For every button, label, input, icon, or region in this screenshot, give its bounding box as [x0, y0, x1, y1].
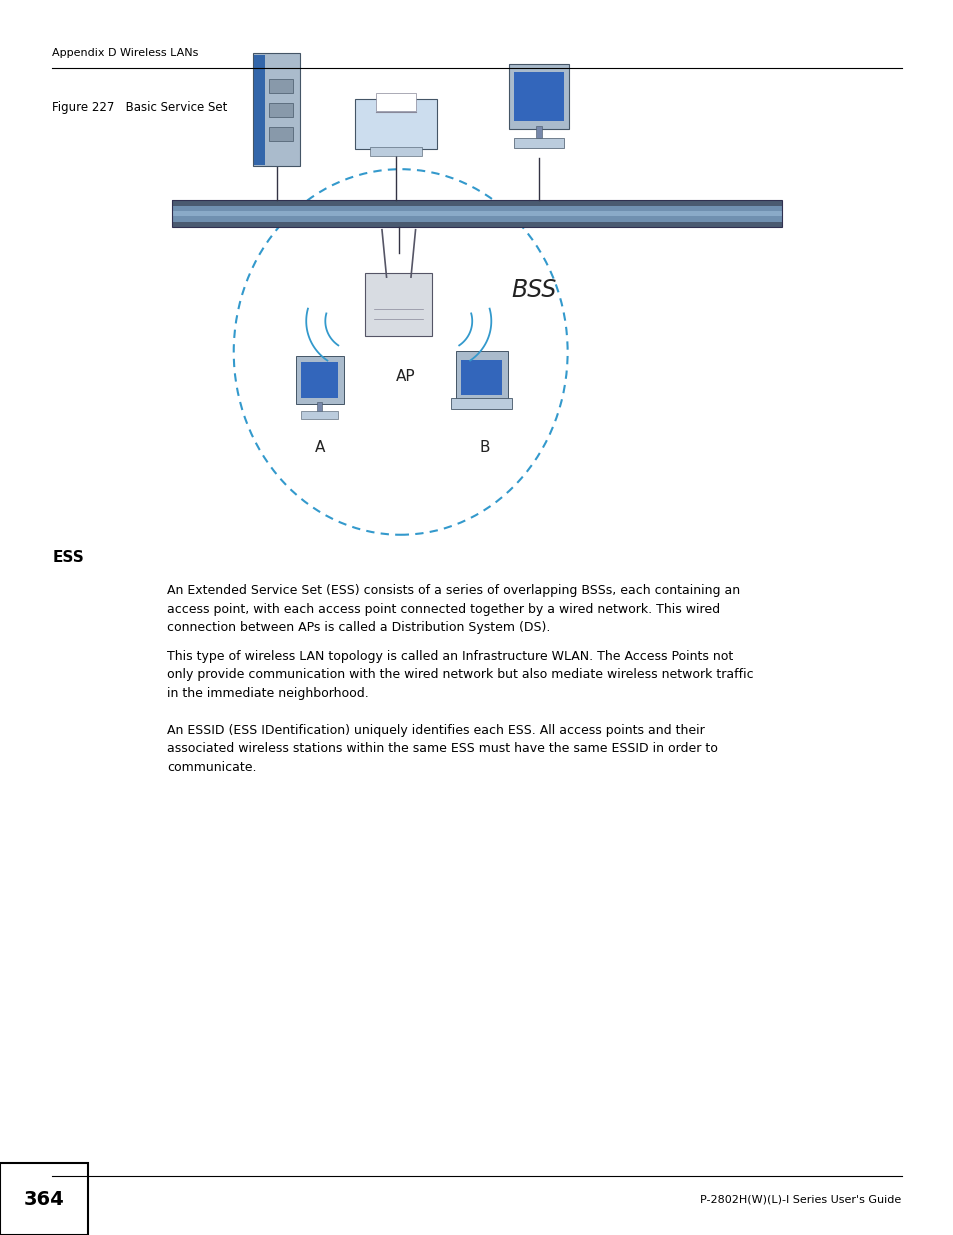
Text: A: A: [314, 440, 324, 454]
Bar: [269, 79, 293, 93]
Bar: [370, 147, 421, 156]
Bar: [269, 127, 293, 141]
Bar: [536, 126, 541, 138]
Bar: [172, 205, 781, 211]
FancyBboxPatch shape: [295, 356, 343, 404]
Text: This type of wireless LAN topology is called an Infrastructure WLAN. The Access : This type of wireless LAN topology is ca…: [167, 650, 753, 699]
Bar: [172, 200, 781, 227]
FancyBboxPatch shape: [456, 351, 507, 401]
Bar: [172, 216, 781, 222]
Text: An ESSID (ESS IDentification) uniquely identifies each ESS. All access points an: An ESSID (ESS IDentification) uniquely i…: [167, 724, 717, 773]
FancyBboxPatch shape: [514, 138, 563, 148]
Bar: [460, 359, 502, 395]
Text: AP: AP: [395, 369, 415, 384]
Bar: [0, 1163, 88, 1235]
Bar: [300, 362, 338, 398]
Text: 364: 364: [24, 1189, 64, 1209]
FancyBboxPatch shape: [355, 99, 436, 149]
Bar: [253, 54, 264, 165]
FancyBboxPatch shape: [253, 53, 300, 167]
Bar: [375, 93, 416, 111]
Bar: [269, 103, 293, 117]
Bar: [513, 73, 564, 121]
Text: Figure 227   Basic Service Set: Figure 227 Basic Service Set: [52, 100, 228, 114]
FancyBboxPatch shape: [451, 399, 512, 409]
Text: Appendix D Wireless LANs: Appendix D Wireless LANs: [52, 48, 198, 58]
Text: BSS: BSS: [511, 278, 557, 303]
Text: B: B: [478, 440, 490, 454]
Bar: [316, 403, 322, 412]
FancyBboxPatch shape: [300, 411, 338, 419]
Text: P-2802H(W)(L)-I Series User's Guide: P-2802H(W)(L)-I Series User's Guide: [700, 1194, 901, 1204]
Bar: [172, 200, 781, 205]
Text: An Extended Service Set (ESS) consists of a series of overlapping BSSs, each con: An Extended Service Set (ESS) consists o…: [167, 584, 740, 634]
Text: ESS: ESS: [52, 550, 84, 564]
FancyBboxPatch shape: [365, 273, 432, 336]
FancyBboxPatch shape: [508, 64, 569, 128]
Bar: [172, 222, 781, 227]
Bar: [172, 211, 781, 216]
